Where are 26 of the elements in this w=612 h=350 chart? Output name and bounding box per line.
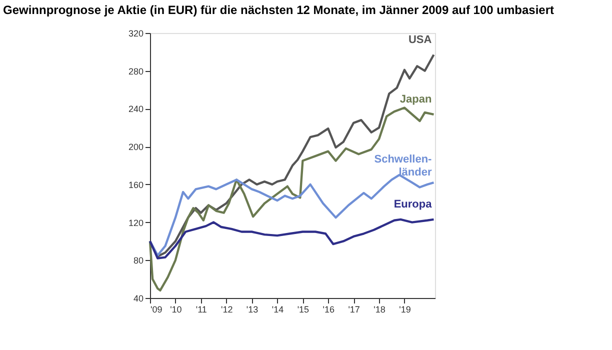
x-tick-label: '18: [374, 304, 386, 314]
x-tick-label: '12: [220, 304, 233, 314]
line-series: [148, 218, 435, 260]
series-label: Schwellen- länder: [374, 154, 432, 179]
y-tick-label: 40: [133, 294, 144, 304]
line-series: [148, 106, 435, 292]
series-label: Europa: [394, 198, 433, 210]
y-tick-label: 80: [133, 256, 144, 266]
x-tick-label: '16: [322, 304, 334, 314]
chart-title: Gewinnprognose je Aktie (in EUR) für die nächsten 12 Monate, im Jänner 2009 auf 100 umbasiert: [2, 3, 554, 17]
y-tick-label: 120: [128, 218, 144, 228]
y-tick-label: 320: [128, 28, 144, 38]
x-tick-label: '13: [246, 304, 258, 314]
y-tick-label: 240: [128, 104, 144, 114]
x-tick-label: '10: [170, 304, 182, 314]
x-tick-label: '15: [297, 304, 310, 314]
y-tick-label: 200: [128, 142, 144, 152]
y-tick-label: 280: [128, 66, 144, 76]
x-tick-label: '17: [348, 304, 360, 314]
x-tick-label: '19: [399, 304, 411, 314]
series-label: USA: [408, 34, 432, 46]
y-tick-label: 160: [128, 180, 144, 190]
x-tick-label: '09: [150, 304, 162, 314]
series-label: Japan: [400, 93, 432, 106]
x-tick-label: '11: [196, 304, 207, 314]
x-tick-label: '14: [272, 304, 284, 314]
